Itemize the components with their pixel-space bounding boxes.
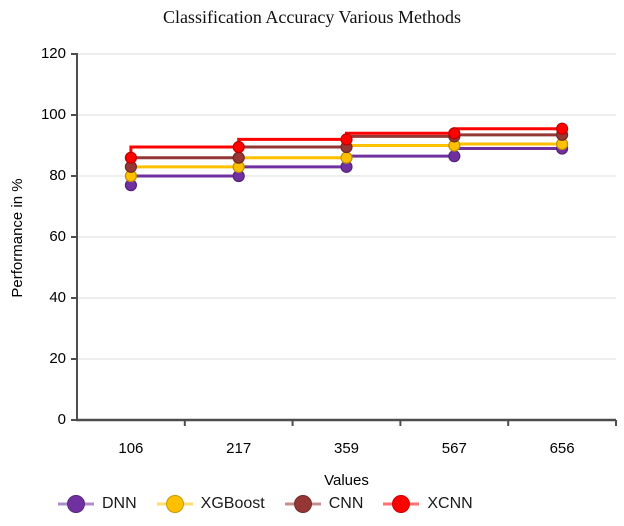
- legend-label-cnn: CNN: [328, 495, 364, 512]
- marker-cnn-217: [232, 151, 245, 164]
- legend-item-xcnn: XCNN: [383, 493, 473, 515]
- y-tick-label-120: 120: [40, 45, 66, 62]
- legend-marker-xcnn-icon: [383, 495, 420, 513]
- marker-xgboost-359: [340, 151, 353, 164]
- marker-xcnn-359: [340, 133, 353, 146]
- marker-xcnn-217: [232, 140, 245, 154]
- y-tick-label-20: 20: [49, 350, 66, 367]
- legend-label-xcnn: XCNN: [427, 495, 473, 512]
- x-tick-label-217: 217: [226, 440, 252, 457]
- legend-item-xgboost: XGBoost: [156, 493, 265, 515]
- marker-dnn-567: [448, 150, 461, 163]
- chart-title: Classification Accuracy Various Methods: [162, 7, 462, 27]
- legend-item-cnn: CNN: [284, 493, 364, 515]
- y-tick-label-100: 100: [40, 106, 66, 123]
- legend: DNN XGBoost CNN XCNN: [58, 493, 598, 515]
- y-tick-label-80: 80: [49, 167, 66, 184]
- x-tick-label-106: 106: [118, 440, 144, 457]
- legend-marker-dnn-icon: [58, 495, 94, 513]
- legend-label-dnn: DNN: [102, 495, 137, 512]
- marker-xcnn-656: [555, 122, 569, 135]
- x-tick-label-567: 567: [441, 440, 467, 457]
- marker-xcnn-106: [124, 151, 137, 164]
- y-tick-label-0: 0: [57, 411, 66, 428]
- x-tick-label-359: 359: [333, 440, 360, 457]
- x-axis-title: Values: [324, 472, 369, 489]
- legend-label-xgboost: XGBoost: [200, 495, 265, 512]
- y-tick-label-40: 40: [49, 289, 66, 306]
- legend-marker-cnn-icon: [284, 495, 321, 513]
- legend-item-dnn: DNN: [58, 493, 137, 515]
- x-tick-label-656: 656: [549, 440, 575, 457]
- y-tick-label-60: 60: [49, 228, 66, 245]
- legend-marker-xgboost-icon: [156, 495, 193, 513]
- marker-xcnn-567: [448, 127, 461, 140]
